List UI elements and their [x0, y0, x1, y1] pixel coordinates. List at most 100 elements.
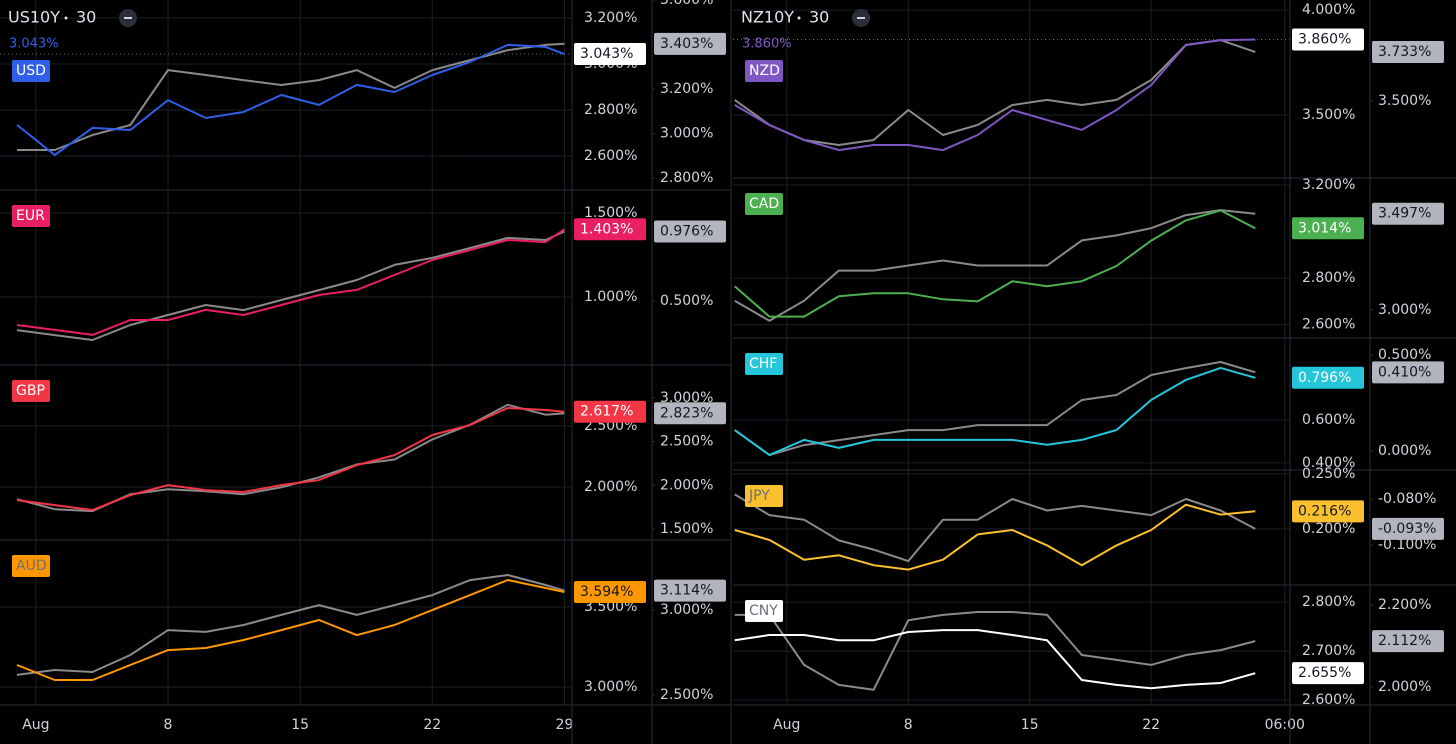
series-line: [734, 38, 1256, 152]
y-tick-label: 2.800%: [1302, 594, 1355, 610]
interval: 30: [809, 8, 829, 27]
series-line: [16, 579, 565, 681]
last-value-label: 0.796%: [1298, 370, 1351, 386]
last-value-box: [1292, 366, 1364, 389]
series-line: [734, 611, 1256, 691]
last-value-box: [654, 32, 726, 55]
last-value-box: [654, 402, 726, 425]
y2-tick-label: 1.500%: [660, 521, 713, 537]
last-value-box: [1372, 630, 1444, 653]
last-value-label: 3.860%: [1298, 31, 1351, 47]
last-value-label: 3.114%: [660, 583, 713, 599]
symbol: NZ10Y: [741, 8, 794, 27]
x-tick-label: 29: [556, 717, 574, 733]
y-tick-label: 2.600%: [584, 148, 637, 164]
last-value-box: [1292, 500, 1364, 523]
series-name: EUR: [16, 208, 45, 224]
last-value-box: [654, 220, 726, 243]
y-tick-label: 0.400%: [1302, 455, 1355, 471]
y-tick-label: 2.600%: [1302, 692, 1355, 708]
y-tick-label: 4.000%: [1302, 2, 1355, 18]
y-tick-label: 2.600%: [1302, 317, 1355, 333]
price-label: 3.860%: [742, 37, 792, 52]
series-line: [16, 574, 565, 676]
series-name-box: [12, 555, 50, 577]
series-line: [16, 407, 565, 512]
y2-tick-label: 2.500%: [660, 434, 713, 450]
last-value-label: -0.093%: [1378, 521, 1436, 537]
y2-tick-label: 2.200%: [1378, 597, 1431, 613]
y2-tick-label: 0.000%: [1378, 443, 1431, 459]
series-line: [734, 209, 1256, 318]
series-line: [16, 230, 565, 341]
series-line: [734, 209, 1256, 322]
last-value-box: [574, 218, 646, 241]
y-tick-label: 0.600%: [1302, 412, 1355, 428]
last-value-label: 3.014%: [1298, 220, 1351, 236]
series-name: CHF: [749, 356, 777, 372]
y-tick-label: 2.800%: [1302, 270, 1355, 286]
y2-tick-label: 2.500%: [660, 687, 713, 703]
last-value-box: [1292, 662, 1364, 685]
series-line: [17, 42, 565, 151]
last-value-label: 3.594%: [580, 584, 633, 600]
series-name-box: [12, 380, 50, 402]
last-value-label: 0.216%: [1298, 503, 1351, 519]
x-tick-label: 8: [164, 717, 173, 733]
x-tick-label: 22: [423, 717, 441, 733]
symbol: US10Y: [8, 8, 60, 27]
last-value-label: 1.403%: [580, 221, 633, 237]
series-name: JPY: [748, 488, 770, 504]
series-name-box: [745, 60, 783, 82]
y2-tick-label: 0.500%: [660, 293, 713, 309]
last-value-box: [574, 43, 646, 66]
y-tick-label: 2.700%: [1302, 643, 1355, 659]
series-name-box: [12, 60, 50, 82]
series-name-box: [745, 193, 783, 215]
series-name-box: [745, 485, 783, 507]
y-tick-label: 3.200%: [584, 10, 637, 26]
series-name: NZD: [749, 63, 780, 79]
interval: 30: [76, 8, 96, 27]
y2-tick-label: 2.000%: [660, 477, 713, 493]
series-line: [734, 629, 1256, 690]
series-line: [734, 493, 1256, 563]
y2-tick-label: 2.000%: [1378, 679, 1431, 695]
y2-tick-label: 0.500%: [1378, 347, 1431, 363]
y-tick-label: 0.200%: [1302, 521, 1355, 537]
last-value-box: [1372, 41, 1444, 64]
x-tick-label: Aug: [773, 717, 800, 733]
last-value-label: 0.976%: [660, 223, 713, 239]
x-tick-label: 15: [1021, 717, 1039, 733]
series-line: [16, 228, 565, 336]
y2-tick-label: 3.000%: [1378, 302, 1431, 318]
last-value-label: 3.497%: [1378, 206, 1431, 222]
series-line: [734, 39, 1256, 146]
y2-tick-label: -0.080%: [1378, 491, 1436, 507]
y2-tick-label: 3.000%: [660, 602, 713, 618]
last-value-box: [574, 400, 646, 423]
last-value-label: 3.043%: [580, 46, 633, 62]
series-name-box: [745, 600, 783, 622]
last-value-box: [1372, 202, 1444, 225]
y-tick-label: 2.000%: [584, 479, 637, 495]
y2-tick-label: 2.800%: [660, 170, 713, 186]
series-line: [734, 361, 1256, 456]
y2-tick-label: 3.600%: [660, 0, 713, 8]
series-name: CAD: [749, 196, 779, 212]
last-value-box: [1292, 28, 1364, 51]
x-tick-label: 22: [1142, 717, 1160, 733]
y-tick-label: 1.500%: [584, 205, 637, 221]
x-tick-label: Aug: [22, 717, 49, 733]
series-line: [16, 43, 565, 156]
y-tick-label: 3.500%: [1302, 107, 1355, 123]
last-value-label: 2.112%: [1378, 633, 1431, 649]
y2-tick-label: -0.100%: [1378, 537, 1436, 553]
y2-tick-label: 3.500%: [1378, 93, 1431, 109]
series-name: AUD: [16, 558, 47, 574]
series-name-box: [12, 205, 50, 227]
y-tick-label: 3.000%: [584, 679, 637, 695]
separator-dot: [64, 16, 68, 20]
